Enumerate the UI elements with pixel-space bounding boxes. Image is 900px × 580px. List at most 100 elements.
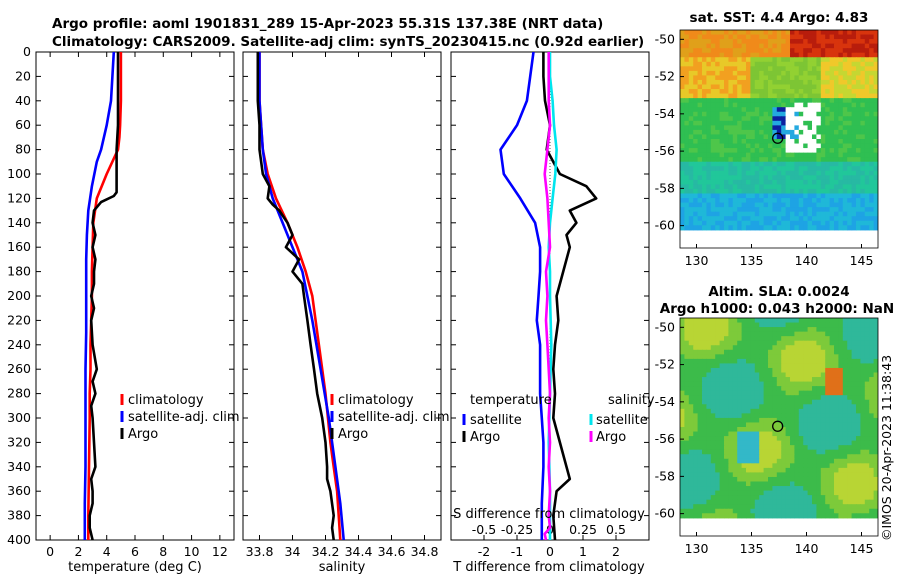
map-cell xyxy=(750,134,756,140)
map-cell xyxy=(754,513,760,519)
map-cell xyxy=(706,472,712,478)
map-cell xyxy=(812,381,817,387)
map-cell xyxy=(732,61,738,67)
map-cell xyxy=(873,143,878,149)
map-cell xyxy=(869,390,875,396)
map-cell xyxy=(768,211,773,217)
map-cell xyxy=(710,34,716,40)
map-cell xyxy=(860,129,866,136)
map-cell xyxy=(724,148,729,154)
map-cell xyxy=(684,198,690,204)
map-cell xyxy=(798,440,804,446)
map-cell xyxy=(785,481,791,487)
map-cell xyxy=(732,39,738,45)
map-cell xyxy=(781,170,787,176)
map-cell xyxy=(759,463,765,469)
map-cell xyxy=(807,202,813,208)
map-cell xyxy=(715,207,721,213)
map-cell xyxy=(825,48,831,54)
map-cell xyxy=(759,207,765,213)
map-cell xyxy=(776,495,782,501)
map-cell xyxy=(829,427,835,433)
map-cell xyxy=(702,386,707,392)
map-cell xyxy=(812,481,817,487)
map-cell xyxy=(737,467,743,474)
map-cell xyxy=(710,148,716,154)
map-cell xyxy=(860,508,866,514)
map-cell xyxy=(873,148,878,154)
map-cell xyxy=(719,490,725,496)
map-cell xyxy=(856,349,861,355)
map-cell xyxy=(825,481,831,487)
map-cell xyxy=(693,52,699,58)
map-cell xyxy=(768,390,773,396)
map-cell xyxy=(798,486,804,492)
map-cell xyxy=(807,490,813,496)
map-cell xyxy=(746,490,751,496)
map-cell xyxy=(763,198,769,204)
temperature-xlabel: temperature (deg C) xyxy=(68,560,202,575)
map-cell xyxy=(834,395,839,401)
map-cell xyxy=(807,481,813,487)
map-cell xyxy=(825,170,831,176)
map-cell xyxy=(728,84,734,90)
map-cell xyxy=(790,202,795,208)
map-cell xyxy=(768,220,773,226)
map-cell xyxy=(776,120,782,126)
map-cell xyxy=(768,445,773,451)
map-cell xyxy=(798,34,804,40)
map-cell xyxy=(834,463,839,469)
map-cell xyxy=(812,327,817,333)
map-cell xyxy=(697,327,703,333)
map-cell xyxy=(754,318,760,324)
map-cell xyxy=(754,202,760,208)
map-cell xyxy=(794,148,800,154)
map-cell xyxy=(693,386,699,392)
sst-heatmap xyxy=(680,30,878,231)
map-cell xyxy=(790,381,795,387)
map-cell xyxy=(856,449,861,455)
map-cell xyxy=(781,34,787,40)
map-cell xyxy=(834,129,839,136)
map-cell xyxy=(710,116,716,122)
map-cell xyxy=(869,52,875,58)
salinity-xlabel: salinity xyxy=(319,560,366,575)
map-cell xyxy=(684,57,690,63)
map-cell xyxy=(724,454,729,460)
map-cell xyxy=(710,202,716,208)
map-cell xyxy=(754,148,760,154)
map-cell xyxy=(763,440,769,446)
map-cell xyxy=(803,417,809,424)
map-cell xyxy=(825,43,831,49)
map-cell xyxy=(702,161,707,167)
map-cell xyxy=(794,499,800,505)
map-cell xyxy=(746,30,751,36)
map-cell xyxy=(750,148,756,154)
map-cell xyxy=(724,449,729,455)
map-cell xyxy=(724,476,729,483)
map-cell xyxy=(719,216,725,222)
map-cell xyxy=(825,111,831,117)
map-cell xyxy=(834,220,839,226)
map-cell xyxy=(842,111,848,117)
map-cell xyxy=(702,184,707,190)
map-cell xyxy=(851,481,857,487)
map-cell xyxy=(825,161,831,167)
map-cell xyxy=(781,61,787,67)
map-cell xyxy=(706,120,712,126)
map-cell xyxy=(759,102,765,108)
map-cell xyxy=(812,399,817,405)
map-cell xyxy=(847,93,853,99)
map-cell xyxy=(693,161,699,167)
map-cell xyxy=(715,89,721,95)
map-cell xyxy=(719,89,725,95)
map-cell xyxy=(869,481,875,487)
map-cell xyxy=(732,139,738,145)
map-cell xyxy=(754,116,760,122)
map-cell xyxy=(697,467,703,474)
map-cell xyxy=(768,331,773,337)
map-cell xyxy=(724,404,729,410)
map-cell xyxy=(772,322,778,328)
map-cell xyxy=(785,422,791,428)
sla-ticks: 130 135 140 145-50-52-54-56-58-60 xyxy=(655,317,879,556)
